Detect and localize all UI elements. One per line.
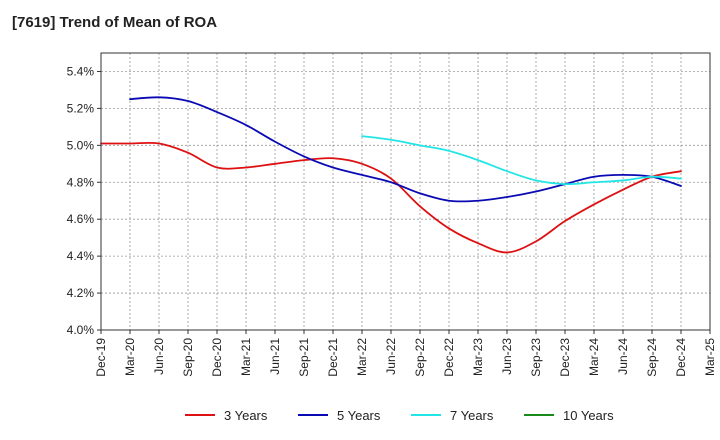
x-tick-label: Dec-24 bbox=[674, 338, 688, 377]
series-layer bbox=[100, 96, 682, 254]
legend-label-5-years: 5 Years bbox=[337, 408, 381, 423]
y-tick-label: 5.0% bbox=[67, 138, 95, 152]
legend-label-7-years: 7 Years bbox=[450, 408, 494, 423]
series-line-7-years bbox=[361, 135, 682, 186]
y-tick-label: 4.0% bbox=[67, 323, 95, 337]
x-tick-label: Sep-24 bbox=[645, 338, 659, 377]
y-tick-label: 4.6% bbox=[67, 212, 95, 226]
series-line-3-years bbox=[100, 141, 682, 254]
y-tick-label: 5.4% bbox=[67, 64, 95, 78]
x-tick-label: Mar-20 bbox=[123, 338, 137, 376]
x-tick-label: Jun-24 bbox=[616, 338, 630, 375]
x-tick-label: Dec-20 bbox=[210, 338, 224, 377]
y-tick-label: 4.4% bbox=[67, 249, 95, 263]
y-tick-label: 4.2% bbox=[67, 286, 95, 300]
x-tick-label: Jun-23 bbox=[500, 338, 514, 375]
x-tick-label: Mar-21 bbox=[239, 338, 253, 376]
x-tick-label: Jun-20 bbox=[152, 338, 166, 375]
x-tick-label: Dec-21 bbox=[326, 338, 340, 377]
plot-frame bbox=[100, 52, 711, 331]
legend-label-3-years: 3 Years bbox=[224, 408, 268, 423]
x-tick-label: Dec-19 bbox=[94, 338, 108, 377]
x-tick-label: Jun-22 bbox=[384, 338, 398, 375]
legend: 3 Years 5 Years 7 Years 10 Years bbox=[185, 408, 614, 423]
x-tick-label: Mar-23 bbox=[471, 338, 485, 376]
x-tick-label: Sep-21 bbox=[297, 338, 311, 377]
x-tick-label: Sep-23 bbox=[529, 338, 543, 377]
x-tick-label: Sep-22 bbox=[413, 338, 427, 377]
series-line-5-years bbox=[129, 96, 682, 203]
x-tick-label: Dec-22 bbox=[442, 338, 456, 377]
x-tick-label: Dec-23 bbox=[558, 338, 572, 377]
x-tick-label: Mar-22 bbox=[355, 338, 369, 376]
x-tick-label: Mar-25 bbox=[703, 338, 717, 376]
axis-layer: 4.0% 4.2% 4.4% 4.6% 4.8% 5.0% 5.2% 5.4% Dec-19 Ma… bbox=[67, 52, 717, 377]
x-tick-label: Jun-21 bbox=[268, 338, 282, 375]
x-tick-label: Mar-24 bbox=[587, 338, 601, 376]
x-tick-label: Sep-20 bbox=[181, 338, 195, 377]
y-tick-label: 4.8% bbox=[67, 175, 95, 189]
legend-label-10-years: 10 Years bbox=[563, 408, 614, 423]
chart-title: [7619] Trend of Mean of ROA bbox=[12, 14, 218, 31]
y-tick-label: 5.2% bbox=[67, 101, 95, 115]
